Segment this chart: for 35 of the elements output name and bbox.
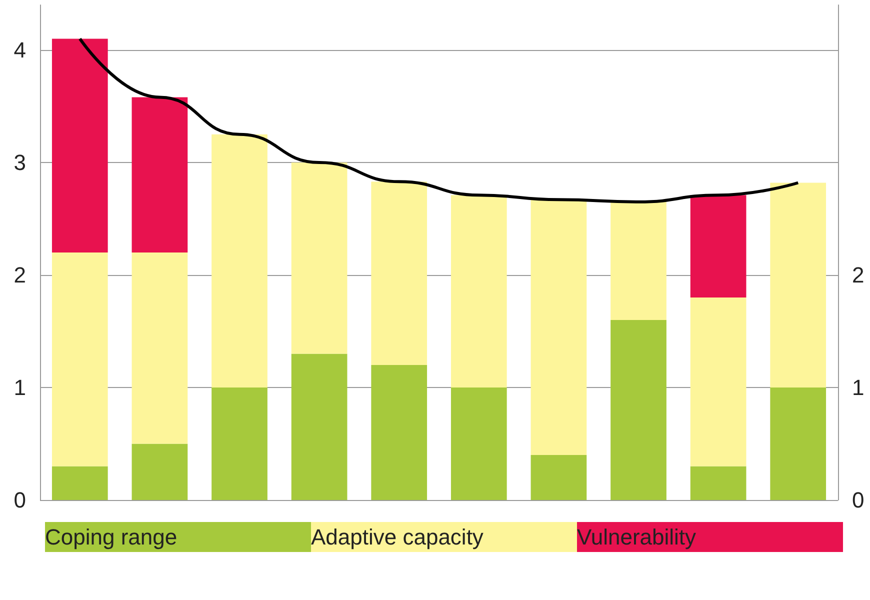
bar [530, 455, 587, 500]
bar [52, 252, 108, 466]
text: Adaptive capacity [311, 524, 484, 550]
bar [371, 182, 428, 365]
bar [690, 466, 746, 500]
bar [212, 388, 268, 500]
bar [530, 200, 587, 455]
text: Vulnerability [577, 524, 696, 550]
bar [610, 202, 666, 320]
bar [52, 466, 108, 500]
bar [610, 320, 666, 500]
bar [450, 388, 507, 500]
y-tick-label: 0 [14, 488, 26, 512]
line-series [78, 37, 800, 204]
y2-tick-label: 0 [852, 488, 864, 512]
bar [450, 195, 507, 388]
bar [690, 195, 746, 298]
y-tick-label: 4 [14, 38, 26, 62]
y-tick-label: 3 [14, 150, 26, 175]
bar [132, 252, 188, 444]
bar [291, 162, 348, 354]
y-tick-label: 2 [14, 262, 26, 288]
bar [291, 354, 348, 500]
y-tick-label: 1 [14, 375, 26, 400]
bar [770, 182, 826, 388]
bar [690, 298, 746, 466]
y2-tick-label: 2 [852, 262, 864, 288]
bar [212, 134, 268, 388]
y2-tick-label: 1 [852, 375, 864, 400]
bar [52, 38, 108, 252]
series-label: Coping range [45, 524, 178, 550]
bar [770, 388, 826, 500]
bar [132, 444, 188, 500]
bar [132, 97, 188, 252]
bar [371, 365, 428, 500]
